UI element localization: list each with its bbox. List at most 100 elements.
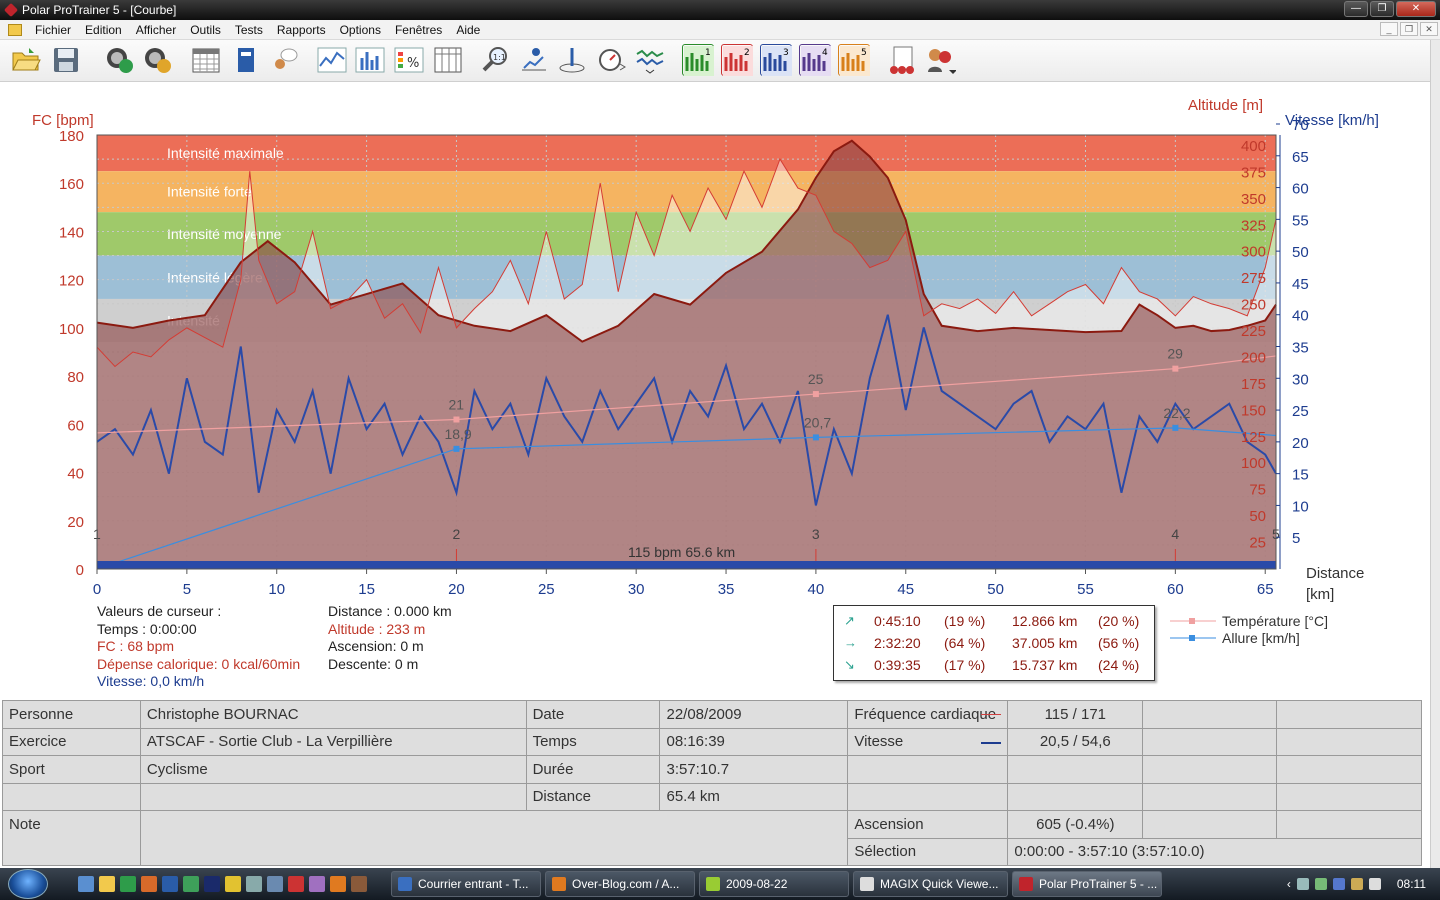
powerpoint-icon[interactable] [141, 876, 157, 892]
altitude-tick-label: 25 [1249, 535, 1266, 552]
zone-band [97, 212, 1276, 256]
tray-network-icon[interactable] [1314, 878, 1327, 890]
usb-icon[interactable] [246, 876, 262, 892]
person-note-icon[interactable] [268, 44, 300, 76]
task-label: Polar ProTrainer 5 - ... [1039, 877, 1158, 891]
zone-distance-pct: (24 %) [1098, 657, 1140, 673]
close-button[interactable]: ✕ [1396, 1, 1436, 17]
menu-fenetres[interactable]: Fenêtres [394, 22, 443, 37]
calendar-icon[interactable] [190, 44, 222, 76]
users-icon[interactable] [924, 44, 957, 76]
media-icon[interactable] [99, 876, 115, 892]
altitude-axis-title: Altitude [m] [1188, 97, 1264, 114]
task-button[interactable]: 2009-08-22 [699, 871, 849, 897]
speed-tick-label: 25 [1292, 403, 1309, 420]
slope-summary-row: ↘ 0:39:35 (17 %) 15.737 km (24 %) [834, 655, 1154, 677]
menu-rapports[interactable]: Rapports [276, 22, 326, 37]
menu-afficher[interactable]: Afficher [135, 22, 177, 37]
table-row: Note Ascension 605 (-0.4%) [2, 810, 1422, 866]
empty-cell [1007, 755, 1144, 784]
minimize-button[interactable]: — [1344, 1, 1368, 17]
desktop-icon[interactable] [78, 876, 94, 892]
thunderbird-icon[interactable] [351, 876, 367, 892]
open-folder-icon[interactable] [10, 44, 42, 76]
tools-icon[interactable] [309, 876, 325, 892]
mdi-close-button[interactable]: ✕ [1420, 22, 1438, 36]
speed-tick-label: 40 [1292, 308, 1309, 325]
menu-tests[interactable]: Tests [234, 22, 263, 37]
maximize-button[interactable]: ❐ [1370, 1, 1394, 17]
speed-line [96, 314, 1277, 506]
task-button[interactable]: MAGIX Quick Viewe... [853, 871, 1008, 897]
word-icon[interactable] [162, 876, 178, 892]
altitude-tick-label: 300 [1241, 244, 1266, 261]
report-icon[interactable] [886, 44, 918, 76]
speed-tick-label: 50 [1292, 244, 1309, 261]
curve-1-icon[interactable]: 1 [682, 44, 714, 76]
task-button-active[interactable]: Polar ProTrainer 5 - ... [1012, 871, 1162, 897]
speed-value: 20,5 / 54,6 [1007, 727, 1144, 756]
curve-4-icon[interactable]: 4 [799, 44, 831, 76]
altitude-tick-label: 350 [1241, 191, 1266, 208]
app-m-icon[interactable] [204, 876, 220, 892]
empty-cell [1142, 700, 1278, 729]
speed-line-swatch [981, 741, 1002, 744]
note-value[interactable] [139, 810, 849, 866]
sync-icon[interactable] [104, 44, 136, 76]
cursor-time: Temps : 0:00:00 [97, 620, 197, 637]
menu-edition[interactable]: Edition [85, 22, 122, 37]
line-chart-icon[interactable] [316, 44, 348, 76]
excel-icon[interactable] [120, 876, 136, 892]
legend-pace[interactable]: Allure [km/h] [1170, 629, 1328, 646]
x-tick-label: 60 [1167, 581, 1184, 598]
menu-aide[interactable]: Aide [456, 22, 481, 37]
curve-3-icon[interactable]: 3 [760, 44, 792, 76]
menu-outils[interactable]: Outils [190, 22, 221, 37]
x-tick-label: 45 [897, 581, 914, 598]
tray-bluetooth-icon[interactable] [1332, 878, 1345, 890]
legend-temperature[interactable]: Température [°C] [1170, 612, 1328, 629]
task-button[interactable]: Over-Blog.com / A... [545, 871, 695, 897]
empty-cell [1142, 727, 1278, 756]
tray-mail-icon[interactable] [1296, 878, 1309, 890]
save-icon[interactable] [50, 44, 82, 76]
zone-time-pct: (17 %) [944, 657, 986, 673]
chrome-icon[interactable] [225, 876, 241, 892]
mdi-minimize-button[interactable]: _ [1380, 22, 1398, 36]
vertical-scrollbar[interactable] [1430, 40, 1440, 868]
firefox-icon[interactable] [330, 876, 346, 892]
menu-fichier[interactable]: Fichier [35, 22, 72, 37]
lap-icon[interactable] [634, 44, 666, 76]
slope-summary-row: ↗ 0:45:10 (19 %) 12.866 km (20 %) [834, 611, 1154, 633]
cursor-info-icon[interactable] [518, 44, 550, 76]
network-icon[interactable] [183, 876, 199, 892]
hr-altitude-speed-chart[interactable]: Intensité maximale Intensité forte Intensi… [0, 83, 1430, 700]
task-button[interactable]: Courrier entrant - T... [391, 871, 541, 897]
cursor-calories: Dépense calorique: 0 kcal/60min [97, 655, 301, 672]
folder-icon [706, 877, 720, 891]
table-icon[interactable] [432, 44, 464, 76]
bar-chart-icon[interactable] [354, 44, 386, 76]
curve-5-icon[interactable]: 5 [838, 44, 870, 76]
menu-options[interactable]: Options [339, 22, 381, 37]
speed-icon[interactable] [596, 44, 628, 76]
curve-2-icon[interactable]: 2 [721, 44, 753, 76]
book-icon[interactable] [230, 44, 262, 76]
document-icon[interactable] [8, 23, 22, 36]
marker-icon[interactable] [556, 44, 588, 76]
mdi-restore-button[interactable]: ❐ [1400, 22, 1418, 36]
tray-volume-icon[interactable] [1368, 878, 1381, 890]
tray-expand-icon[interactable]: ‹ [1286, 877, 1291, 891]
tray-power-icon[interactable] [1350, 878, 1363, 890]
task-label: Over-Blog.com / A... [572, 877, 680, 891]
zone-band [97, 171, 1276, 213]
globe-icon[interactable] [267, 876, 283, 892]
app-v-icon[interactable] [288, 876, 304, 892]
zoom-icon[interactable]: 1:1 [480, 44, 512, 76]
percent-chart-icon[interactable]: % [393, 44, 425, 76]
hr-tick-label: 120 [59, 273, 84, 290]
start-button[interactable] [8, 869, 48, 899]
cursor-descent: Descente: 0 m [328, 655, 419, 672]
settings-gear-icon[interactable] [142, 44, 174, 76]
clock[interactable]: 08:11 [1396, 877, 1426, 891]
